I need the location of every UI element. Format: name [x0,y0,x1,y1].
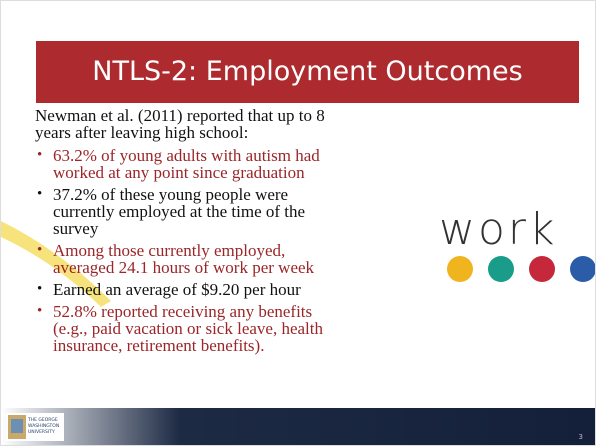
graphic-word: work [439,204,558,255]
logo-text: THE GEORGE [28,418,58,423]
bullet-dot: • [37,281,43,297]
logo: THE GEORGE WASHINGTON UNIVERSITY [6,413,64,441]
bullet-dot: • [37,303,43,319]
bullet-dot: • [37,242,43,258]
bullet-line: (e.g., paid vacation or sick leave, heal… [53,319,323,338]
bullet-line: currently employed at the time of the [53,202,306,221]
bullet-dot: • [37,147,43,163]
bullet-line: Among those currently employed, [53,241,286,260]
logo-icon [8,415,26,439]
bullet-line: worked at any point since graduation [53,163,305,182]
logo-text: UNIVERSITY [28,430,55,435]
bullet-line: insurance, retirement benefits). [53,336,265,355]
bullet-line: 63.2% of young adults with autism had [53,146,320,165]
bullet-line: 52.8% reported receiving any benefits [53,302,313,321]
bullet-line: 37.2% of these young people were [53,185,289,204]
logo-text: WASHINGTON [28,424,60,429]
bullet-dot: • [37,186,43,202]
intro-line: Newman et al. (2011) reported that up to… [35,106,325,125]
footer-bar [1,408,595,445]
intro-line: years after leaving high school: [35,123,249,142]
title: NTLS-2: Employment Outcomes [92,56,523,87]
bullet-line: Earned an average of $9.20 per hour [53,280,301,299]
bullet-line: survey [53,219,99,238]
bullet-line: averaged 24.1 hours of work per week [53,258,315,277]
title-box: NTLS-2: Employment Outcomes [36,41,579,103]
page-number: 3 [578,433,583,441]
